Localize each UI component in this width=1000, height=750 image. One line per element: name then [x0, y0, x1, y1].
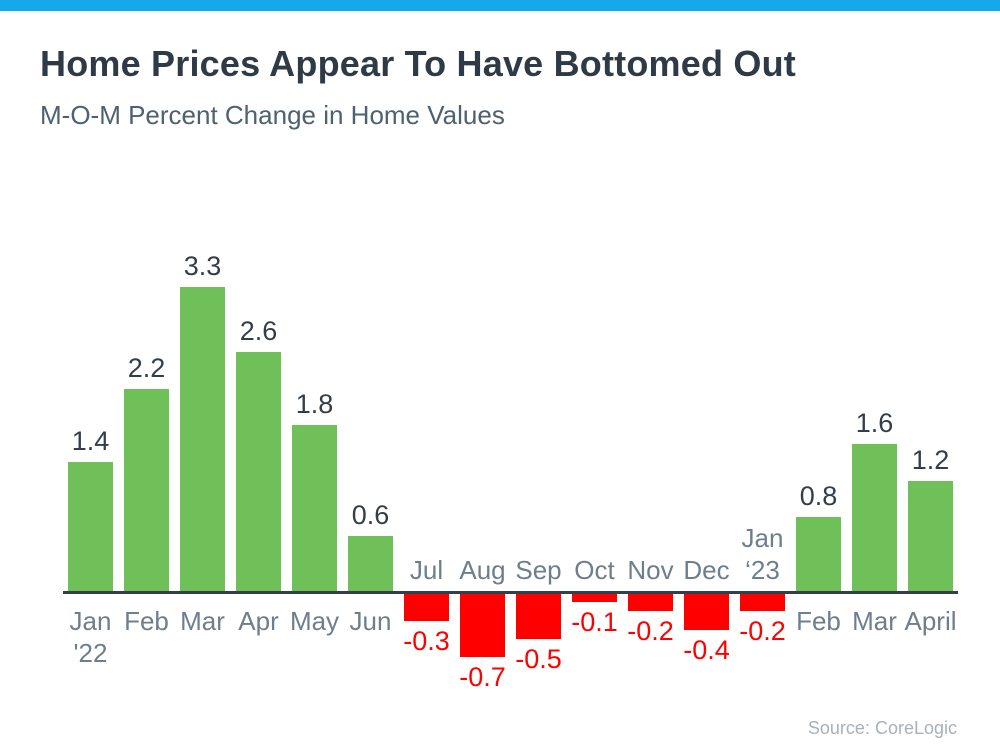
- bar-12-jan-23: [740, 593, 785, 612]
- bar-7-aug: [460, 593, 505, 658]
- value-label-0-jan-22: 1.4: [71, 426, 110, 457]
- bar-8-sep: [516, 593, 561, 639]
- bar-13-feb: [796, 517, 841, 591]
- value-label-3-apr: 2.6: [239, 315, 278, 346]
- bar-4-may: [292, 425, 337, 591]
- chart-title: Home Prices Appear To Have Bottomed Out: [40, 43, 796, 84]
- tick-14-mar: Mar: [830, 605, 920, 637]
- tick-line: Sep: [515, 555, 562, 585]
- tick-8-sep: Sep: [494, 554, 584, 586]
- tick-13-feb: Feb: [774, 605, 864, 637]
- value-label-10-nov: -0.2: [627, 616, 674, 647]
- tick-1-feb: Feb: [102, 605, 192, 637]
- tick-line: Feb: [124, 606, 169, 636]
- tick-line: Apr: [238, 606, 279, 636]
- tick-6-jul: Jul: [382, 554, 472, 586]
- bar-0-jan-22: [68, 462, 113, 591]
- x-axis-line: [63, 591, 958, 594]
- bar-5-jun: [348, 535, 393, 591]
- tick-4-may: May: [270, 605, 360, 637]
- tick-line: Jul: [409, 555, 444, 585]
- tick-0-jan-22: Jan '22: [46, 605, 136, 669]
- tick-9-oct: Oct: [550, 554, 640, 586]
- tick-line: Jan: [741, 523, 784, 553]
- tick-line: April: [904, 606, 957, 636]
- tick-line: Aug: [459, 555, 506, 585]
- tick-line: Feb: [796, 606, 841, 636]
- value-label-15-april: 1.2: [911, 444, 950, 475]
- tick-line: '22: [73, 638, 108, 668]
- bar-6-jul: [404, 593, 449, 621]
- chart-subtitle: M-O-M Percent Change in Home Values: [40, 100, 505, 130]
- value-label-14-mar: 1.6: [855, 407, 894, 438]
- top-accent-bar: [0, 0, 1000, 11]
- tick-line: Nov: [627, 555, 674, 585]
- tick-12-jan-23: Jan ‘23: [718, 522, 808, 586]
- tick-line: Mar: [180, 606, 225, 636]
- tick-line: ‘23: [745, 555, 780, 585]
- tick-5-jun: Jun: [326, 605, 416, 637]
- tick-2-mar: Mar: [158, 605, 248, 637]
- value-label-12-jan-23: -0.2: [739, 616, 786, 647]
- bar-11-dec: [684, 593, 729, 630]
- tick-7-aug: Aug: [438, 554, 528, 586]
- value-label-11-dec: -0.4: [683, 634, 730, 665]
- bar-3-apr: [236, 351, 281, 591]
- value-label-4-may: 1.8: [295, 389, 334, 420]
- bar-9-oct: [572, 593, 617, 603]
- bar-14-mar: [852, 443, 897, 591]
- tick-line: Jan: [69, 606, 112, 636]
- tick-10-nov: Nov: [606, 554, 696, 586]
- value-label-1-feb: 2.2: [127, 352, 166, 383]
- value-label-9-oct: -0.1: [571, 607, 618, 638]
- tick-line: Dec: [683, 555, 730, 585]
- tick-line: Mar: [852, 606, 897, 636]
- bar-10-nov: [628, 593, 673, 612]
- value-label-13-feb: 0.8: [799, 481, 838, 512]
- tick-line: May: [289, 606, 340, 636]
- bar-1-feb: [124, 388, 169, 591]
- source-note: Source: CoreLogic: [807, 718, 957, 738]
- value-label-2-mar: 3.3: [183, 251, 222, 282]
- bar-2-mar: [180, 287, 225, 591]
- value-label-7-aug: -0.7: [459, 662, 506, 693]
- value-label-5-jun: 0.6: [351, 499, 390, 530]
- value-label-6-jul: -0.3: [403, 625, 450, 656]
- tick-15-april: April: [886, 605, 976, 637]
- tick-3-apr: Apr: [214, 605, 304, 637]
- value-label-8-sep: -0.5: [515, 644, 562, 674]
- tick-line: Jun: [349, 606, 392, 636]
- tick-11-dec: Dec: [662, 554, 752, 586]
- tick-line: Oct: [574, 555, 615, 585]
- bar-15-april: [908, 480, 953, 591]
